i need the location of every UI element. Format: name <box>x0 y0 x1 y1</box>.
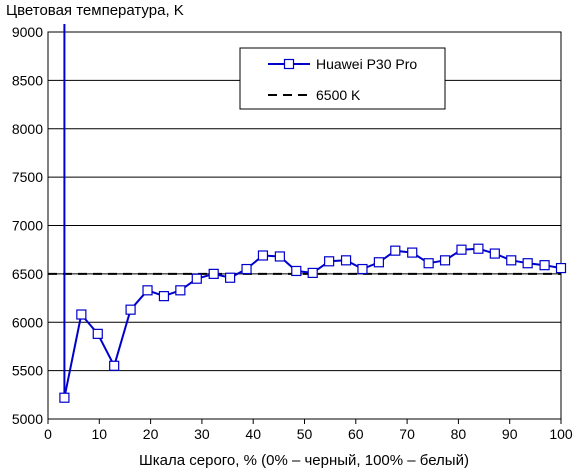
x-tick-label-40: 40 <box>245 426 261 442</box>
axes <box>47 31 562 424</box>
y-tick-label-7000: 7000 <box>12 218 43 234</box>
data-point-4 <box>125 304 136 315</box>
y-tick-label-7500: 7500 <box>12 169 43 185</box>
data-point-3 <box>109 360 120 371</box>
x-tick-label-80: 80 <box>451 426 467 442</box>
legend-label-huawei: Huawei P30 Pro <box>316 56 417 72</box>
data-point-6 <box>158 291 170 302</box>
data-point-16 <box>324 256 335 267</box>
y-tick-labels: 9000 8500 8000 7500 7000 6500 6000 5500 5000 <box>12 24 43 427</box>
data-point-9 <box>208 268 219 279</box>
data-point-1 <box>76 309 87 320</box>
y-tick-label-8500: 8500 <box>12 72 43 88</box>
data-point-10 <box>225 272 236 283</box>
data-point-29 <box>539 260 550 271</box>
y-tick-label-9000: 9000 <box>12 24 43 40</box>
y-tick-label-5500: 5500 <box>12 363 43 379</box>
data-point-15 <box>307 267 318 279</box>
legend-box <box>239 47 446 110</box>
data-point-19 <box>373 257 384 268</box>
data-point-23 <box>439 255 451 266</box>
data-point-25 <box>473 243 484 254</box>
data-point-11 <box>241 263 252 275</box>
y-tick-label-5000: 5000 <box>12 411 43 427</box>
x-tick-labels: 0 10 20 30 40 50 60 70 80 90 100 <box>44 426 573 442</box>
data-point-24 <box>456 244 467 255</box>
data-point-30 <box>555 262 567 274</box>
data-point-21 <box>407 247 418 258</box>
series-markers-huawei-p30-pro <box>59 243 567 403</box>
x-tick-label-60: 60 <box>348 426 364 442</box>
data-point-20 <box>390 245 401 256</box>
data-point-22 <box>423 258 434 269</box>
data-point-2 <box>92 328 103 339</box>
x-tick-label-10: 10 <box>92 426 108 442</box>
x-tick-label-50: 50 <box>297 426 313 442</box>
y-tick-label-8000: 8000 <box>12 121 43 137</box>
x-tick-label-100: 100 <box>549 426 573 442</box>
data-point-18 <box>357 263 368 275</box>
data-point-26 <box>489 248 500 259</box>
data-point-27 <box>506 255 517 266</box>
x-tick-label-20: 20 <box>143 426 159 442</box>
x-tick-label-30: 30 <box>194 426 210 442</box>
data-point-8 <box>191 273 202 284</box>
y-tick-label-6500: 6500 <box>12 266 43 282</box>
y-tick-label-6000: 6000 <box>12 314 43 330</box>
data-point-28 <box>522 258 533 269</box>
legend-label-6500k: 6500 K <box>316 87 361 103</box>
x-tick-label-90: 90 <box>502 426 518 442</box>
x-tick-label-70: 70 <box>399 426 415 442</box>
x-axis-label: Шкала серого, % (0% – черный, 100% – бел… <box>139 452 469 469</box>
chart-title: Цветовая температура, K <box>6 2 184 19</box>
data-point-13 <box>274 251 285 262</box>
data-point-17 <box>340 255 352 266</box>
data-point-7 <box>175 285 186 296</box>
data-point-12 <box>257 250 269 261</box>
data-point-0 <box>59 392 70 403</box>
data-point-14 <box>291 265 302 277</box>
data-point-5 <box>142 285 153 296</box>
legend: Huawei P30 Pro 6500 K <box>239 47 446 110</box>
x-tick-label-0: 0 <box>44 426 52 442</box>
legend-swatch-marker-huawei <box>283 58 295 70</box>
